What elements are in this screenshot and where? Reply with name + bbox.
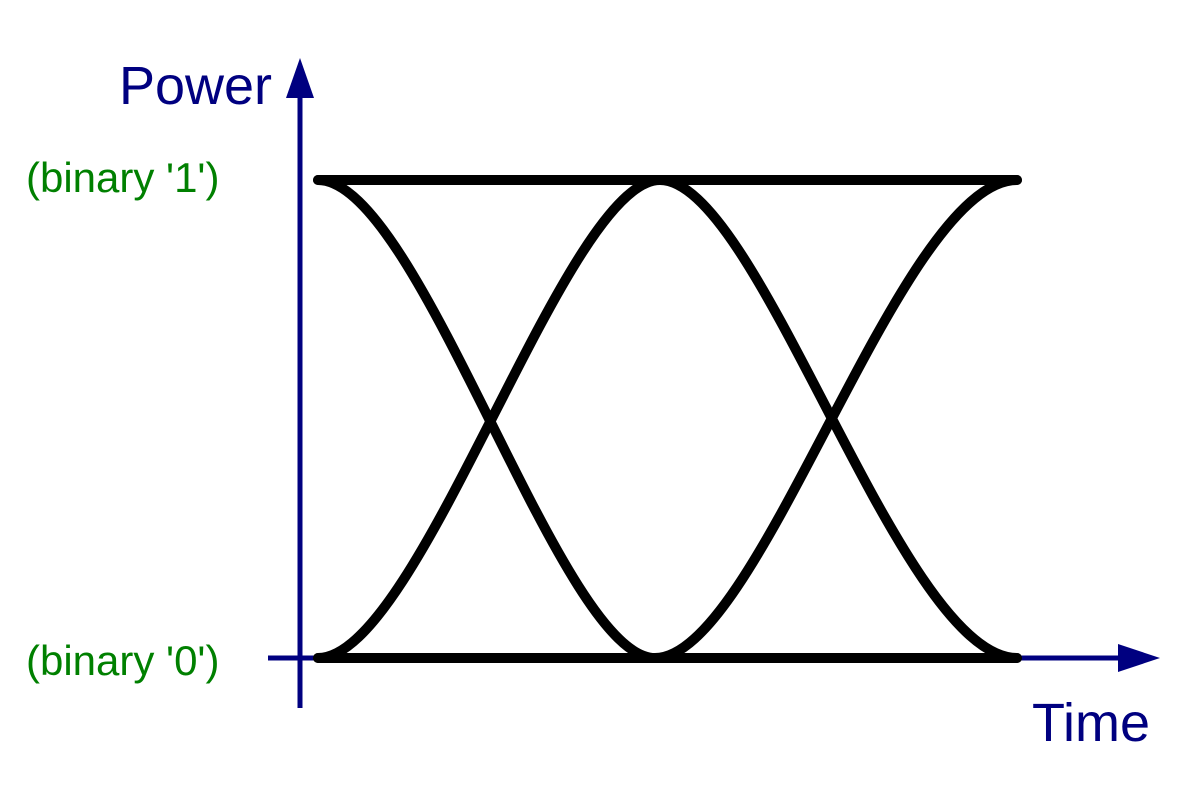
binary-one-label: (binary '1') xyxy=(26,154,219,201)
binary-zero-label: (binary '0') xyxy=(26,637,219,684)
trace-rise-left xyxy=(313,175,665,663)
y-axis-label: Power xyxy=(119,56,272,116)
trace-fall-right xyxy=(655,175,1022,663)
y-axis-arrowhead xyxy=(286,58,314,98)
x-axis-arrowhead xyxy=(1118,644,1160,672)
x-axis-label: Time xyxy=(1032,693,1150,753)
trace-rise-right xyxy=(650,175,1022,663)
